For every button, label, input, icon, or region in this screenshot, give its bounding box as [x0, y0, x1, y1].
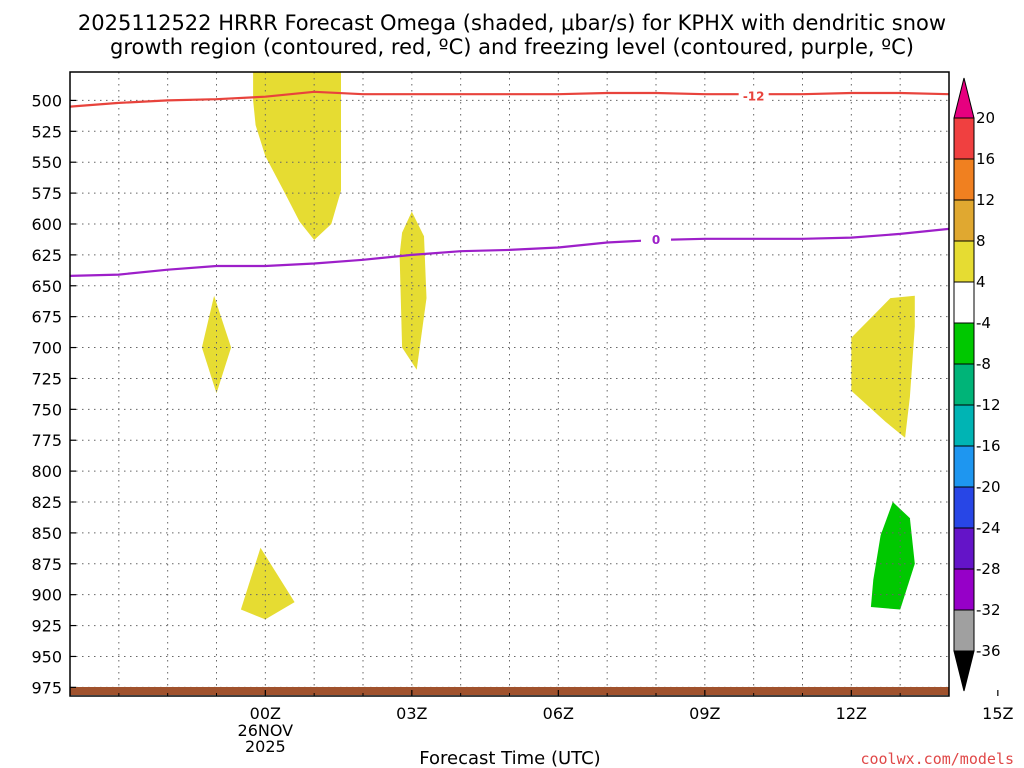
- colorbar-level--4: -4: [976, 314, 991, 332]
- colorbar-level-12: 12: [976, 191, 995, 209]
- contour-lines: -12 0: [70, 88, 949, 277]
- colorbar-box-12: [953, 568, 975, 611]
- colorbar-box-4: [953, 240, 975, 283]
- y-tick-label-500: 500: [31, 91, 62, 110]
- colorbar-box-1: [953, 117, 975, 160]
- chart-title-line-2: growth region (contoured, red, ºC) and f…: [110, 35, 914, 59]
- x-axis-label: Forecast Time (UTC): [419, 748, 600, 768]
- x-tick-sublabel-2: 2025: [245, 737, 286, 756]
- y-tick-label-775: 775: [31, 431, 62, 450]
- colorbar-level-8: 8: [976, 232, 986, 250]
- ground-surface: [70, 687, 949, 695]
- colorbar-level--12: -12: [976, 396, 1001, 414]
- colorbar-box-3: [953, 199, 975, 242]
- pressure-axis: 500 525 550 575 600 625 650 675 700 725 750 775 800 8…: [31, 91, 76, 697]
- colorbar-level--36: -36: [976, 642, 1001, 660]
- contour-label-2: 0: [652, 233, 660, 247]
- omega-region-3: [201, 295, 232, 394]
- contour-label-bg-1: [738, 88, 769, 105]
- y-tick-label-850: 850: [31, 524, 62, 543]
- omega-region-1: [253, 72, 341, 240]
- y-tick-label-525: 525: [31, 122, 62, 141]
- colorbar-box-9: [953, 445, 975, 488]
- y-tick-label-750: 750: [31, 400, 62, 419]
- y-tick-label-950: 950: [31, 647, 62, 666]
- omega-region-2: [399, 211, 427, 370]
- x-tick-label-12Z: 12Z: [836, 704, 867, 723]
- y-tick-label-700: 700: [31, 339, 62, 358]
- contour-line-snow-growth: [70, 90, 949, 108]
- y-tick-label-975: 975: [31, 678, 62, 697]
- x-tick-label-00Z: 00Z: [250, 704, 281, 723]
- colorbar-box-10: [953, 486, 975, 529]
- colorbar-level-16: 16: [976, 150, 995, 168]
- y-tick-label-550: 550: [31, 153, 62, 172]
- x-tick-label-09Z: 09Z: [689, 704, 720, 723]
- colorbar-level--16: -16: [976, 437, 1001, 455]
- colorbar-level--8: -8: [976, 355, 991, 373]
- y-tick-label-925: 925: [31, 617, 62, 636]
- chart-title-line-1: 2025112522 HRRR Forecast Omega (shaded, …: [78, 11, 946, 35]
- colorbar-level--24: -24: [976, 519, 1001, 537]
- y-tick-label-825: 825: [31, 493, 62, 512]
- y-tick-label-900: 900: [31, 586, 62, 605]
- colorbar-level--32: -32: [976, 601, 1001, 619]
- colorbar-box-11: [953, 527, 975, 570]
- contour-line-freezing-level: [70, 227, 949, 277]
- colorbar-level-4: 4: [976, 273, 986, 291]
- credit-text: coolwx.com/models: [860, 750, 1014, 768]
- colorbar-level-20: 20: [976, 109, 995, 127]
- colorbar-box-6: [953, 322, 975, 365]
- y-tick-label-725: 725: [31, 369, 62, 388]
- y-tick-label-575: 575: [31, 184, 62, 203]
- y-tick-label-800: 800: [31, 462, 62, 481]
- colorbar-box-5: [953, 281, 975, 324]
- contour-label-bg-2: [641, 232, 671, 249]
- x-tick-label-06Z: 06Z: [543, 704, 574, 723]
- y-tick-label-650: 650: [31, 277, 62, 296]
- colorbar-extend-top: [953, 77, 975, 119]
- omega-region-8: [870, 502, 915, 610]
- y-tick-label-875: 875: [31, 555, 62, 574]
- omega-shaded-regions: [201, 72, 915, 620]
- colorbar-box-13: [953, 609, 975, 652]
- y-tick-label-600: 600: [31, 215, 62, 234]
- colorbar-extend-bottom: [953, 650, 975, 692]
- omega-colorbar: 20 16 12 8 4 -4 -8 -12 -16 -20 -24 -28 -32 -36: [953, 77, 1001, 692]
- plot-grid: [69, 72, 950, 696]
- ground-band: [70, 687, 949, 695]
- x-tick-label-03Z: 03Z: [396, 704, 427, 723]
- colorbar-box-7: [953, 363, 975, 406]
- y-tick-label-675: 675: [31, 308, 62, 327]
- colorbar-box-2: [953, 158, 975, 201]
- omega-region-4: [240, 547, 295, 620]
- y-tick-label-625: 625: [31, 246, 62, 265]
- colorbar-level--28: -28: [976, 560, 1001, 578]
- colorbar-level--20: -20: [976, 478, 1001, 496]
- x-tick-sublabel-1: 26NOV: [238, 721, 294, 740]
- x-tick-label-15Z: 15Z: [982, 704, 1013, 723]
- omega-region-5: [851, 295, 915, 438]
- contour-label-1: -12: [743, 90, 765, 104]
- colorbar-box-8: [953, 404, 975, 447]
